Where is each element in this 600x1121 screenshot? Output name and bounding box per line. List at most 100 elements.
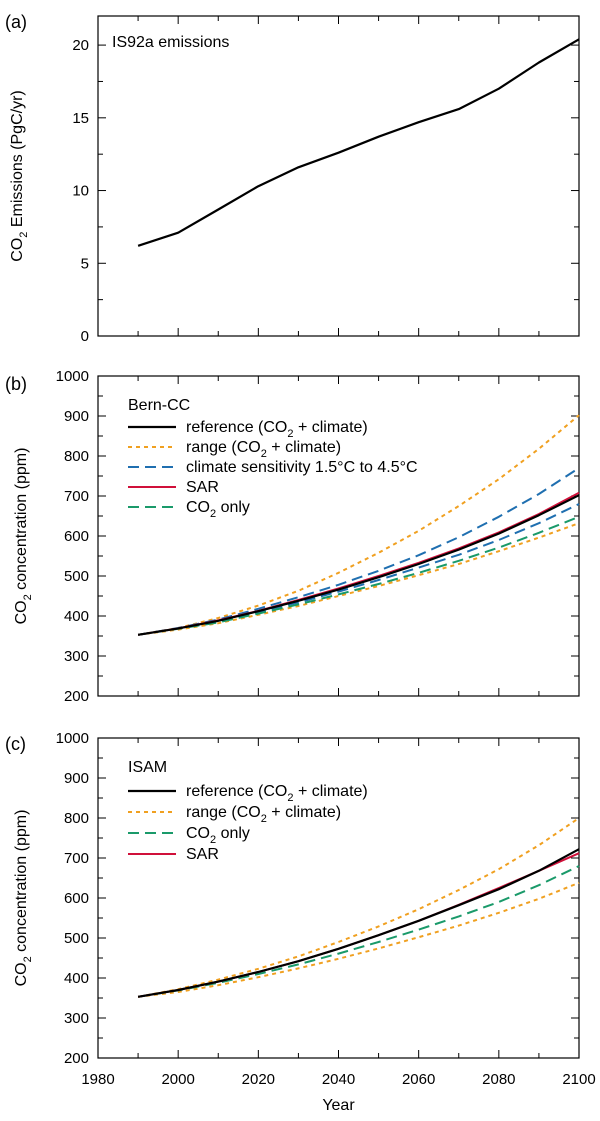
legend-text-main: range (CO	[186, 439, 261, 456]
y-tick-label: 900	[64, 770, 89, 787]
legend-text-rest: + climate)	[267, 439, 341, 456]
chart-title: IS92a emissions	[112, 34, 229, 51]
y-tick-label: 15	[72, 110, 89, 127]
x-axis-label: Year	[322, 1097, 355, 1114]
legend-text-main: SAR	[186, 846, 219, 863]
legend-label: range (CO2 + climate)	[186, 439, 341, 460]
legend-label: reference (CO2 + climate)	[186, 419, 368, 440]
x-tick-label: 2000	[161, 1071, 194, 1088]
y-axis-label-subscript: 2	[22, 956, 34, 962]
y-axis-label: CO2 Emissions (PgC/yr)	[9, 90, 30, 261]
y-tick-label: 1000	[56, 368, 89, 385]
y-axis-label-rest: Emissions (PgC/yr)	[9, 90, 26, 231]
y-tick-label: 300	[64, 1010, 89, 1027]
y-axis-label: CO2 concentration (ppm)	[13, 448, 34, 625]
y-tick-label: 700	[64, 488, 89, 505]
legend-text-subscript: 2	[287, 428, 293, 440]
y-tick-label: 700	[64, 850, 89, 867]
y-tick-label: 400	[64, 608, 89, 625]
y-axis-label-main: CO	[9, 238, 26, 262]
y-tick-label: 20	[72, 37, 89, 54]
legend-text-subscript: 2	[210, 834, 216, 846]
legend-text-rest: only	[216, 825, 250, 842]
y-axis-label-main: CO	[13, 600, 30, 624]
y-tick-label: 10	[72, 183, 89, 200]
y-tick-label: 500	[64, 930, 89, 947]
legend-text-rest: only	[216, 499, 250, 516]
series-line-1	[137, 522, 580, 636]
series-line-1	[137, 881, 580, 998]
series-line-0	[137, 38, 580, 247]
legend-label: range (CO2 + climate)	[186, 804, 341, 825]
legend-label: climate sensitivity 1.5°C to 4.5°C	[186, 459, 418, 476]
y-tick-label: 200	[64, 688, 89, 705]
chart-title: ISAM	[128, 759, 167, 776]
legend-text-subscript: 2	[210, 508, 216, 520]
plot-frame	[97, 15, 580, 337]
legend-text-main: CO	[186, 825, 210, 842]
legend-label: SAR	[186, 846, 219, 863]
y-tick-label: 1000	[56, 730, 89, 747]
series-line-4	[137, 515, 580, 636]
y-tick-label: 600	[64, 528, 89, 545]
series-line-2	[137, 865, 580, 998]
series-line-3	[137, 852, 580, 998]
panel-2: (c) 200 300 400 500 600 700 800 900 1000 1980 2000 2…	[5, 730, 596, 1114]
y-tick-label: 800	[64, 810, 89, 827]
y-tick-label: 5	[81, 255, 89, 272]
legend-text-subscript: 2	[261, 813, 267, 825]
y-tick-label: 900	[64, 408, 89, 425]
legend: reference (CO2 + climate)range (CO2 + cl…	[128, 419, 418, 520]
y-axis-label-subscript: 2	[18, 232, 30, 238]
legend-text-rest: + climate)	[294, 783, 368, 800]
legend-text-main: range (CO	[186, 804, 261, 821]
panel-label: (a)	[5, 12, 27, 32]
legend-text-main: SAR	[186, 479, 219, 496]
legend-text-main: reference (CO	[186, 419, 287, 436]
legend-text-rest: + climate)	[294, 419, 368, 436]
legend-text-main: climate sensitivity 1.5°C to 4.5°C	[186, 459, 418, 476]
y-tick-label: 0	[81, 328, 89, 345]
x-tick-label: 2100	[562, 1071, 595, 1088]
y-axis-label-rest: concentration (ppm)	[13, 448, 30, 595]
x-tick-label: 2020	[242, 1071, 275, 1088]
legend-text-subscript: 2	[287, 792, 293, 804]
y-axis-label-subscript: 2	[22, 594, 34, 600]
series-group	[137, 38, 580, 247]
y-tick-label: 400	[64, 970, 89, 987]
legend: reference (CO2 + climate)range (CO2 + cl…	[128, 783, 368, 863]
legend-text-subscript: 2	[261, 448, 267, 460]
legend-label: SAR	[186, 479, 219, 496]
series-line-0	[137, 414, 580, 636]
y-axis-label: CO2 concentration (ppm)	[13, 810, 34, 987]
panel-label: (b)	[5, 374, 27, 394]
legend-text-main: reference (CO	[186, 783, 287, 800]
y-tick-label: 300	[64, 648, 89, 665]
series-group	[137, 414, 580, 636]
legend-text-rest: + climate)	[267, 804, 341, 821]
legend-label: reference (CO2 + climate)	[186, 783, 368, 804]
x-tick-label: 1980	[81, 1071, 114, 1088]
series-line-4	[137, 848, 580, 998]
panel-0: (a) 0 5 10 15 20 CO2 Emissions (PgC/yr) IS92a e…	[5, 12, 580, 345]
series-line-6	[137, 494, 580, 636]
legend-text-main: CO	[186, 499, 210, 516]
chart-title: Bern-CC	[128, 397, 190, 414]
panel-label: (c)	[5, 734, 26, 754]
legend-label: CO2 only	[186, 499, 250, 520]
x-tick-label: 2060	[402, 1071, 435, 1088]
y-tick-label: 500	[64, 568, 89, 585]
x-tick-label: 2040	[322, 1071, 355, 1088]
series-group	[137, 817, 580, 998]
x-tick-label: 2080	[482, 1071, 515, 1088]
legend-label: CO2 only	[186, 825, 250, 846]
y-tick-label: 800	[64, 448, 89, 465]
y-axis-label-rest: concentration (ppm)	[13, 810, 30, 957]
y-tick-label: 200	[64, 1050, 89, 1067]
series-line-3	[137, 503, 580, 636]
y-axis-label-main: CO	[13, 962, 30, 986]
series-line-0	[137, 817, 580, 998]
y-tick-label: 600	[64, 890, 89, 907]
